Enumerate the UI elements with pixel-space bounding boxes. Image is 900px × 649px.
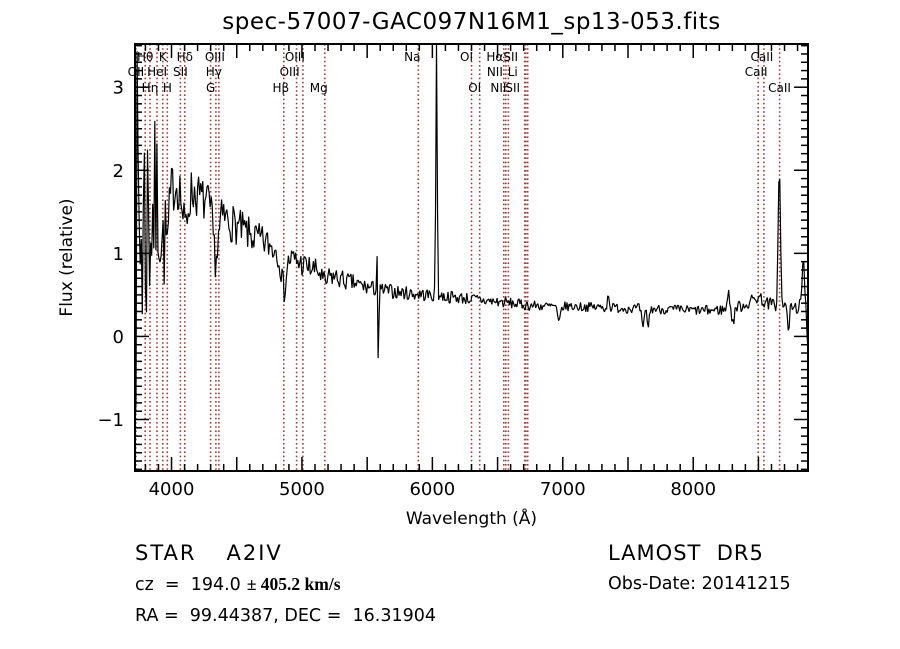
y-axis-tick-label: 1 <box>113 244 124 265</box>
plot-title: spec-57007-GAC097N16M1_sp13-053.fits <box>222 9 721 35</box>
spectral-line-label: OII <box>128 65 145 79</box>
spectral-line-label: CaII <box>751 50 774 64</box>
spectral-line-label: OIII <box>285 50 305 64</box>
spectral-line-label: Hη <box>142 81 159 95</box>
y-axis-tick-label: −1 <box>97 410 124 431</box>
y-axis-tick-label: 0 <box>113 327 124 348</box>
cz-error: ± 405.2 km/s <box>246 574 341 594</box>
spectral-line-label: G <box>206 81 215 95</box>
spectral-line-label: SII <box>173 65 188 79</box>
spectral-line-label: CaII <box>745 65 768 79</box>
spectral-line-label: OIII <box>205 50 225 64</box>
x-axis-title: Wavelength (Å) <box>406 507 537 529</box>
cz-prefix: cz = 194.0 <box>135 575 241 595</box>
spectral-line-label: SII <box>503 50 518 64</box>
spectral-line-label: NII <box>490 81 506 95</box>
spectral-line-label: NII <box>487 65 503 79</box>
y-axis-title: Flux (relative) <box>57 198 77 316</box>
spectral-line-label: H <box>163 81 172 95</box>
survey-label: LAMOST DR5 <box>608 541 764 565</box>
x-axis-tick-label: 4000 <box>149 479 195 500</box>
spectral-line-label: OI <box>468 81 481 95</box>
spectrum-trace <box>134 44 809 424</box>
x-axis-tick-label: 7000 <box>540 479 586 500</box>
class-label: STAR <box>135 541 197 565</box>
x-axis-tick-label: 6000 <box>409 479 455 500</box>
spectral-line-label: CaII <box>768 81 791 95</box>
subclass-label: A2IV <box>226 541 283 565</box>
spectral-line-label: Na <box>404 50 420 64</box>
spectral-line-label: HeI <box>147 65 167 79</box>
x-axis-tick-label: 8000 <box>670 479 716 500</box>
spectral-line-label: SII <box>505 81 520 95</box>
spectral-line-label: OIII <box>280 65 300 79</box>
spectral-line-label: Li <box>508 65 518 79</box>
spectral-line-label: Hθ <box>137 50 153 64</box>
spectral-line-label: Hγ <box>206 65 222 79</box>
spectral-line-label: Hα <box>486 50 503 64</box>
obs-date: Obs-Date: 20141215 <box>608 574 791 594</box>
cz-value: cz = 194.0 ± 405.2 km/s <box>135 574 341 595</box>
spectral-line-label: K <box>159 50 168 64</box>
spectral-line-label: Mg <box>310 81 328 95</box>
y-axis-tick-label: 2 <box>113 161 124 182</box>
spectral-line-label: Hβ <box>272 81 289 95</box>
spectral-line-label: Hδ <box>177 50 193 64</box>
x-axis-tick-label: 5000 <box>279 479 325 500</box>
y-axis-tick-label: 3 <box>113 78 124 99</box>
ra-dec-value: RA = 99.44387, DEC = 16.31904 <box>135 606 437 626</box>
spectral-line-label: OI <box>460 50 473 64</box>
object-class: STAR A2IV <box>135 541 283 565</box>
